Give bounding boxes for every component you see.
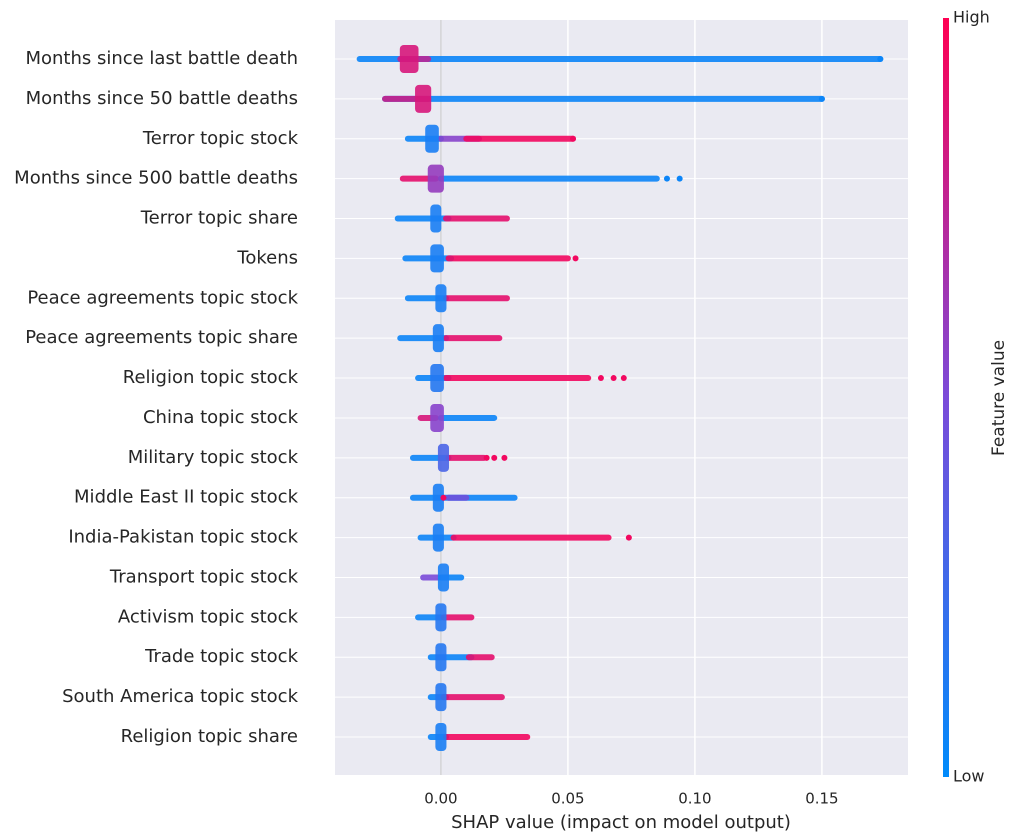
x-tick-label: 0.15 <box>805 790 838 808</box>
dot-pile <box>425 124 439 153</box>
dot-pile <box>435 723 447 751</box>
dot-pile <box>435 643 447 672</box>
feature-label: Terror topic stock <box>142 128 299 149</box>
feature-label: Peace agreements topic stock <box>27 287 298 308</box>
x-tick-label: 0.00 <box>424 790 457 808</box>
feature-label: Peace agreements topic share <box>25 327 298 348</box>
x-tick-label: 0.10 <box>678 790 711 808</box>
feature-label: China topic stock <box>143 407 299 428</box>
dot <box>572 255 579 262</box>
dot <box>877 56 884 62</box>
feature-label: Terror topic share <box>140 208 298 229</box>
colorbar-low: Low <box>953 767 985 786</box>
dot-pile <box>427 164 444 193</box>
dot <box>663 175 670 182</box>
feature-label: Activism topic stock <box>118 606 299 627</box>
feature-label: Transport topic stock <box>109 566 299 587</box>
colorbar <box>943 18 949 777</box>
dot-pile <box>437 443 449 472</box>
dot-pile <box>415 84 432 113</box>
x-tick-label: 0.05 <box>551 790 584 808</box>
feature-label: Religion topic stock <box>123 367 299 388</box>
dot <box>610 375 617 382</box>
dot <box>501 454 508 461</box>
dot <box>597 375 604 382</box>
dot-pile <box>399 45 419 73</box>
colorbar-label: Feature value <box>989 340 1009 456</box>
dot <box>483 454 490 461</box>
feature-label: Religion topic share <box>121 726 298 747</box>
dot <box>440 494 447 501</box>
feature-label: Months since 50 battle deaths <box>26 88 298 109</box>
dot-pile <box>435 284 447 313</box>
dot-pile <box>435 683 447 712</box>
dot <box>818 95 825 102</box>
dot-pile <box>430 204 442 233</box>
dot-pile <box>430 244 444 273</box>
feature-label: India-Pakistan topic stock <box>68 527 298 548</box>
dot <box>620 375 627 382</box>
dot-pile <box>437 563 449 592</box>
dot-pile <box>432 483 444 512</box>
dot-pile <box>430 403 444 432</box>
dot-pile <box>430 364 444 393</box>
feature-label: Tokens <box>236 247 298 268</box>
dot <box>676 175 683 182</box>
dot-pile <box>432 324 444 353</box>
colorbar-high: High <box>953 8 990 27</box>
feature-label: Trade topic stock <box>144 646 298 667</box>
feature-label: South America topic stock <box>62 686 298 707</box>
dot <box>569 135 576 142</box>
dot-pile <box>432 523 444 552</box>
dot-pile <box>435 603 447 632</box>
x-axis-label: SHAP value (impact on model output) <box>451 812 791 833</box>
feature-label: Middle East II topic stock <box>74 487 299 508</box>
dot <box>491 454 498 461</box>
feature-label: Months since 500 battle deaths <box>14 168 298 189</box>
dot <box>625 534 632 541</box>
feature-label: Military topic stock <box>128 447 299 468</box>
feature-label: Months since last battle death <box>25 48 298 69</box>
